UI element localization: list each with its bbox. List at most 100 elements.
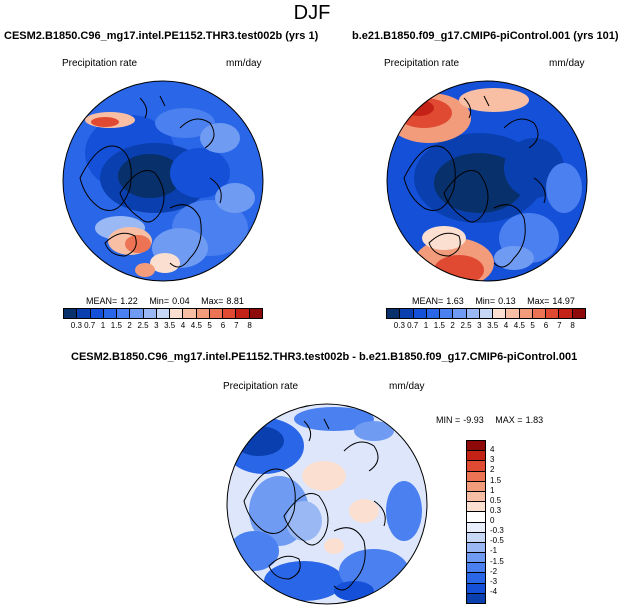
colorbar-tick-label: 2 <box>450 321 455 330</box>
panel-1-mean-label: MEAN= <box>86 296 118 306</box>
panel-2-min-label: Min= <box>475 296 496 306</box>
colorbar-swatch <box>130 309 144 318</box>
colorbar-tick-label: 4 <box>490 445 495 455</box>
panel-1-colorbar-labels: 0.3 0.7 1 1.5 2 2.5 3 3.5 4 4.5 5 6 7 8 <box>63 319 263 331</box>
panel-2-units: mm/day <box>549 58 585 69</box>
colorbar-tick-label: 6 <box>543 321 549 330</box>
panel-2-polar-map <box>386 80 588 282</box>
colorbar-tick-label: 1.5 <box>110 321 122 330</box>
colorbar-tick-label: 4 <box>180 321 186 330</box>
colorbar-swatch <box>572 309 585 318</box>
colorbar-swatch <box>77 309 91 318</box>
colorbar-tick-label: 3 <box>154 321 159 330</box>
panel-1-min-label: Min= <box>149 296 170 306</box>
colorbar-swatch <box>387 309 401 318</box>
colorbar-tick-label: -3 <box>490 576 498 586</box>
panel-2-colorbar-swatches <box>386 308 586 319</box>
panel-2-colorbar: 0.3 0.7 1 1.5 2 2.5 3 3.5 4 4.5 5 6 7 8 <box>386 308 586 331</box>
colorbar-swatch <box>223 309 237 318</box>
colorbar-swatch <box>143 309 157 318</box>
colorbar-tick-label: 3 <box>490 455 495 465</box>
panel-3-colorbar-swatches <box>466 440 486 604</box>
panel-2-title: b.e21.B1850.f09_g17.CMIP6-piControl.001 … <box>352 30 619 42</box>
colorbar-tick-label: 4.5 <box>513 321 525 330</box>
colorbar-tick-label: 4.5 <box>190 321 202 330</box>
colorbar-swatch <box>467 471 485 482</box>
panel-3-max: 1.83 <box>525 415 544 425</box>
colorbar-swatch <box>467 542 485 554</box>
panel-2-mean-label: MEAN= <box>412 296 444 306</box>
colorbar-swatch <box>559 309 573 318</box>
colorbar-swatch <box>546 309 560 318</box>
panel-2-colorbar-labels: 0.3 0.7 1 1.5 2 2.5 3 3.5 4 4.5 5 6 7 8 <box>386 319 586 331</box>
colorbar-tick-label: -0.3 <box>490 526 504 536</box>
colorbar-swatch <box>467 573 485 584</box>
colorbar-tick-label: 1 <box>490 485 495 495</box>
colorbar-swatch <box>467 593 485 603</box>
panel-2-min: 0.13 <box>498 296 516 306</box>
colorbar-tick-label: 8 <box>247 321 252 330</box>
panel-2-max-label: Max= <box>527 296 550 306</box>
colorbar-swatch <box>467 461 485 472</box>
panel-3-colorbar: 4 3 2 1.5 1 0.5 0.3 0 -0.3 -0.5 -1 -1.5 -2 -3 -4 <box>466 440 516 604</box>
colorbar-swatch <box>249 309 262 318</box>
panel-2-max: 14.97 <box>552 296 575 306</box>
panel-1-colorbar-swatches <box>63 308 263 319</box>
panel-3-colorbar-labels: 4 3 2 1.5 1 0.5 0.3 0 -0.3 -0.5 -1 -1.5 -2 -3 -4 <box>488 440 518 602</box>
colorbar-swatch <box>532 309 547 318</box>
colorbar-swatch <box>466 309 480 318</box>
panel-3-min: -9.93 <box>463 415 484 425</box>
colorbar-swatch <box>64 309 78 318</box>
colorbar-tick-label: 2 <box>127 321 132 330</box>
panel-1-max: 8.81 <box>226 296 244 306</box>
panel-3-variable: Precipitation rate <box>223 381 299 392</box>
colorbar-swatch <box>156 309 171 318</box>
colorbar-tick-label: 7 <box>557 321 562 330</box>
colorbar-swatch <box>479 309 494 318</box>
colorbar-swatch <box>493 309 507 318</box>
panel-1-title: CESM2.B1850.C96_mg17.intel.PE1152.THR3.t… <box>4 30 319 42</box>
colorbar-tick-label: 0.7 <box>84 321 96 330</box>
colorbar-tick-label: 1 <box>100 321 106 330</box>
colorbar-tick-label: 0.7 <box>407 321 419 330</box>
colorbar-tick-label: -1.5 <box>490 556 504 566</box>
panel-3-max-label: MAX = <box>495 415 523 425</box>
colorbar-tick-label: 1 <box>423 321 429 330</box>
panel-2-variable: Precipitation rate <box>384 58 460 69</box>
panel-3-title: CESM2.B1850.C96_mg17.intel.PE1152.THR3.t… <box>71 351 578 363</box>
colorbar-tick-label: -2 <box>490 566 498 576</box>
colorbar-swatch <box>117 309 131 318</box>
colorbar-tick-label: -1 <box>490 546 498 556</box>
colorbar-swatch <box>467 491 485 503</box>
colorbar-swatch <box>519 309 533 318</box>
colorbar-swatch <box>196 309 210 318</box>
panel-1-colorbar: 0.3 0.7 1 1.5 2 2.5 3 3.5 4 4.5 5 6 7 8 <box>63 308 263 331</box>
colorbar-tick-label: -4 <box>490 586 498 596</box>
panel-2-mean: 1.63 <box>446 296 464 306</box>
colorbar-tick-label: 6 <box>220 321 226 330</box>
panel-3-stats: MIN = -9.93 MAX = 1.83 <box>436 415 543 425</box>
colorbar-swatch <box>183 309 197 318</box>
panel-1-max-label: Max= <box>201 296 224 306</box>
panel-1-stats: MEAN= 1.22 Min= 0.04 Max= 8.81 <box>86 296 244 306</box>
colorbar-tick-label: 0.3 <box>393 321 405 330</box>
colorbar-swatch <box>170 309 184 318</box>
colorbar-tick-label: 5 <box>207 321 212 330</box>
colorbar-tick-label: 2 <box>490 465 495 475</box>
season-title: DJF <box>293 2 331 24</box>
colorbar-tick-label: 1.5 <box>490 475 502 485</box>
colorbar-swatch <box>467 553 485 564</box>
colorbar-tick-label: 3.5 <box>164 321 176 330</box>
colorbar-tick-label: 0 <box>490 516 495 525</box>
panel-2-stats: MEAN= 1.63 Min= 0.13 Max= 14.97 <box>412 296 575 306</box>
colorbar-tick-label: 0.3 <box>490 505 502 515</box>
colorbar-swatch <box>467 512 485 523</box>
colorbar-swatch <box>467 563 485 574</box>
panel-3-min-label: MIN = <box>436 415 461 425</box>
colorbar-swatch <box>467 583 485 594</box>
panel-1-units: mm/day <box>226 58 262 69</box>
panel-1-mean: 1.22 <box>120 296 138 306</box>
colorbar-swatch <box>400 309 414 318</box>
colorbar-tick-label: 8 <box>570 321 575 330</box>
colorbar-tick-label: 0.5 <box>490 495 502 505</box>
